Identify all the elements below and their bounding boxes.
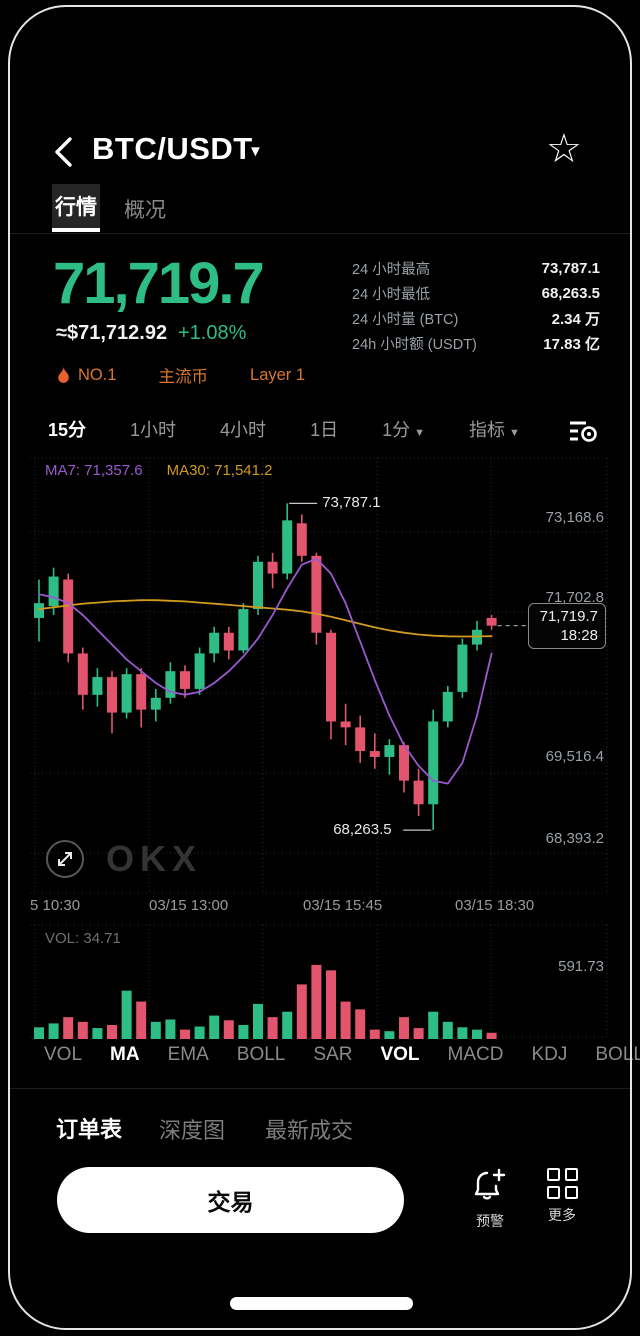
bell-plus-icon	[474, 1168, 506, 1200]
tab-latest-trades[interactable]: 最新成交	[265, 1118, 354, 1143]
pair-dropdown-caret-icon[interactable]: ▼	[248, 143, 263, 160]
alert-button-label: 预警	[476, 1213, 504, 1229]
layer-badge[interactable]: Layer 1	[250, 366, 305, 385]
chart-watermark: OKX	[46, 838, 202, 880]
stat-row-volume-btc: 24 小时量 (BTC) 2.34 万	[352, 306, 600, 331]
x-axis-label: 03/15 13:00	[149, 897, 229, 914]
indicator-boll2[interactable]: BOLL	[595, 1044, 640, 1065]
timeframe-4h[interactable]: 4小时	[220, 420, 267, 440]
caret-down-icon: ▼	[508, 427, 520, 439]
y-axis-label: 73,168.6	[545, 509, 604, 526]
category-badge[interactable]: 主流币	[159, 363, 209, 387]
stat-label: 24 小时量 (BTC)	[352, 312, 459, 328]
volume-axis-label: 591.73	[558, 958, 604, 975]
timeframe-1h[interactable]: 1小时	[130, 420, 177, 440]
indicator-dropdown[interactable]: 指标 ▼	[469, 416, 520, 442]
category-badge-label: 主流币	[158, 368, 209, 386]
trade-button[interactable]: 交易	[57, 1167, 404, 1233]
ma7-label: MA7: 71,357.6	[45, 462, 143, 479]
low-annotation: 68,263.5	[333, 821, 392, 839]
stat-label: 24h 小时额 (USDT)	[352, 337, 477, 353]
stat-value: 17.83 亿	[543, 336, 600, 353]
page-title[interactable]: BTC/USDT	[92, 131, 253, 166]
indicator-ma[interactable]: MA	[110, 1044, 140, 1065]
x-axis-label: 03/15 18:30	[455, 897, 535, 914]
indicator-sar[interactable]: SAR	[313, 1044, 353, 1065]
stat-row-high: 24 小时最高 73,787.1	[352, 256, 600, 281]
alert-button[interactable]: 预警	[458, 1168, 522, 1231]
volume-value-label: VOL: 34.71	[45, 930, 121, 947]
high-annotation: 73,787.1	[322, 494, 381, 512]
tab-depth[interactable]: 深度图	[159, 1118, 226, 1143]
stat-label: 24 小时最低	[352, 287, 431, 303]
home-indicator	[230, 1297, 413, 1310]
indicator-tabs: VOL MA EMA BOLL SAR VOL MACD KDJ BOLL	[44, 1044, 640, 1066]
price-change-percent: +1.08%	[178, 322, 247, 344]
rank-badge-label: NO.1	[78, 365, 117, 384]
indicator-vol[interactable]: VOL	[44, 1044, 83, 1065]
tab-quotes[interactable]: 行情	[52, 184, 100, 228]
timeframe-1m-label: 1分	[382, 420, 411, 440]
ma-labels: MA7: 71,357.6 MA30: 71,541.2	[45, 462, 273, 479]
current-price-time: 18:28	[560, 626, 598, 644]
x-axis-label: 03/15 15:45	[303, 897, 383, 914]
badge-row: NO.1 主流币 Layer 1	[57, 363, 305, 387]
last-price: 71,719.7	[53, 251, 265, 316]
y-axis-label: 69,516.4	[545, 748, 604, 765]
stats-panel: 24 小时最高 73,787.1 24 小时最低 68,263.5 24 小时量…	[352, 256, 600, 356]
indicator-menu-label: 指标	[468, 420, 505, 440]
rank-badge[interactable]: NO.1	[57, 366, 117, 385]
chart-settings-icon[interactable]	[568, 418, 598, 449]
indicator-ema[interactable]: EMA	[167, 1044, 209, 1065]
timeframe-1m-dropdown[interactable]: 1分 ▼	[382, 416, 425, 442]
y-axis-label: 68,393.2	[545, 830, 604, 847]
flame-icon	[58, 366, 69, 383]
x-axis: 5 10:30 03/15 13:00 03/15 15:45 03/15 18…	[0, 897, 640, 915]
ma30-label: MA30: 71,541.2	[166, 462, 273, 479]
y-axis-label: 71,702.8	[545, 589, 604, 606]
okx-logo-watermark: OKX	[106, 838, 203, 879]
current-price-value: 71,719.7	[539, 607, 598, 625]
tab-active-underline	[52, 228, 100, 232]
candlestick-chart[interactable]	[30, 455, 610, 895]
fiat-price: ≈$71,712.92	[56, 322, 168, 344]
indicator-vol2[interactable]: VOL	[380, 1044, 420, 1065]
grid-more-icon	[546, 1168, 578, 1199]
caret-down-icon: ▼	[414, 427, 425, 439]
timeframe-row: 15分 1小时 4小时 1日 1分 ▼ 指标 ▼	[48, 416, 608, 442]
indicator-kdj[interactable]: KDJ	[531, 1044, 568, 1065]
tab-overview[interactable]: 概况	[124, 199, 166, 222]
section-divider	[10, 1088, 630, 1089]
stat-value: 68,263.5	[541, 285, 600, 302]
layer-badge-label: Layer 1	[250, 365, 306, 384]
timeframe-1d[interactable]: 1日	[310, 420, 339, 440]
tab-divider	[10, 233, 630, 234]
x-axis-label: 5 10:30	[30, 897, 81, 914]
stat-label: 24 小时最高	[352, 262, 431, 278]
more-button-label: 更多	[548, 1207, 576, 1223]
volume-chart[interactable]	[30, 923, 610, 1043]
stat-value: 2.34 万	[551, 311, 600, 328]
timeframe-15m[interactable]: 15分	[48, 420, 87, 440]
favorite-star-icon[interactable]: ☆	[546, 127, 582, 171]
back-icon[interactable]	[52, 136, 74, 168]
tab-orderbook[interactable]: 订单表	[56, 1117, 123, 1142]
current-price-tag: 71,719.7 18:28	[528, 602, 606, 649]
indicator-boll[interactable]: BOLL	[236, 1044, 286, 1065]
more-button[interactable]: 更多	[530, 1168, 594, 1225]
indicator-macd[interactable]: MACD	[447, 1044, 504, 1065]
expand-chart-icon[interactable]	[46, 840, 84, 878]
stat-row-low: 24 小时最低 68,263.5	[352, 281, 600, 306]
stat-row-turnover-usdt: 24h 小时额 (USDT) 17.83 亿	[352, 331, 600, 356]
stat-value: 73,787.1	[541, 260, 600, 277]
